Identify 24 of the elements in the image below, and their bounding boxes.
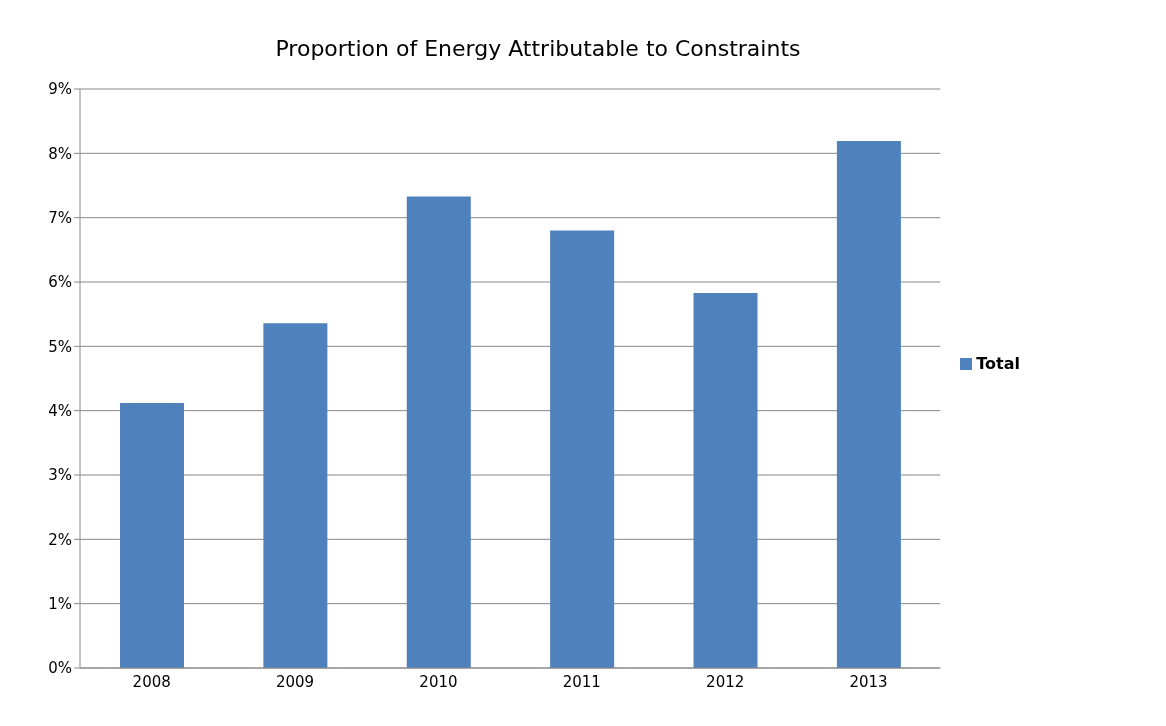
- y-tick-label: 7%: [48, 208, 72, 227]
- y-tick-label: 1%: [48, 594, 72, 613]
- bar: [836, 141, 901, 668]
- chart-title: Proportion of Energy Attributable to Constraints: [274, 36, 802, 61]
- y-tick-label: 0%: [48, 659, 72, 678]
- y-tick-label: 4%: [48, 401, 72, 420]
- bar: [693, 292, 758, 668]
- x-tick-label: 2013: [849, 672, 888, 691]
- bar: [263, 323, 328, 668]
- x-tick-label: 2008: [132, 672, 171, 691]
- y-tick-label: 9%: [48, 80, 72, 99]
- bar: [550, 230, 615, 668]
- legend-label: Total: [976, 353, 1020, 373]
- x-tick-label: 2012: [706, 672, 745, 691]
- x-tick-label: 2011: [562, 672, 601, 691]
- y-tick-label: 5%: [48, 337, 72, 356]
- bar: [120, 402, 184, 668]
- y-tick-label: 2%: [48, 530, 72, 549]
- y-tick-label: 6%: [48, 273, 72, 292]
- x-tick-label: 2009: [275, 672, 315, 691]
- bar: [406, 196, 471, 668]
- y-tick-label: 8%: [48, 144, 72, 163]
- x-tick-label: 2010: [419, 672, 458, 691]
- y-tick-label: 3%: [48, 466, 72, 485]
